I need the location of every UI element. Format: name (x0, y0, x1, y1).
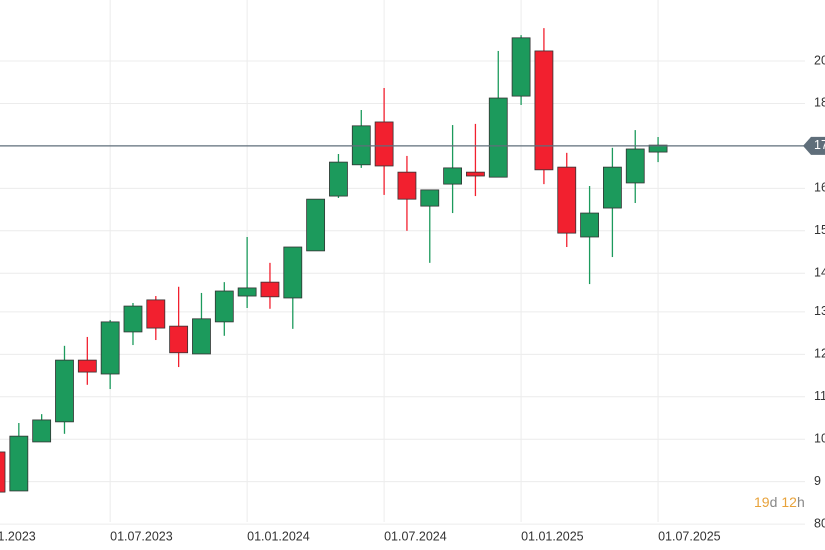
price-marker (803, 136, 825, 155)
candles (0, 28, 668, 493)
candle-body (374, 121, 394, 167)
x-tick-label: 01.01.2024 (247, 529, 310, 543)
x-tick-label: 01.07.2025 (658, 529, 721, 543)
candle-body (192, 318, 211, 355)
y-tick-label: 20 (814, 53, 825, 67)
candle-body (32, 419, 52, 443)
y-tick-label: 16 (814, 181, 825, 195)
y-tick-label: 12 (814, 347, 825, 361)
y-tick-label: 13 (814, 304, 825, 318)
countdown-hours: 12 (781, 494, 797, 510)
countdown: 19d 12h (754, 494, 805, 510)
candle-body (534, 50, 554, 171)
y-tick-label: 80 (814, 516, 825, 530)
candle-body (397, 171, 417, 200)
x-tick-label: 01.01.2025 (521, 529, 584, 543)
x-tick-label: 01.01.2023 (0, 529, 36, 543)
y-tick-label: 9 (814, 474, 821, 488)
candle-body (420, 189, 440, 207)
candle-body (123, 305, 143, 333)
candle-body (511, 37, 531, 97)
candle-body (603, 166, 622, 209)
price-label: 17 (814, 138, 825, 152)
candle-body (146, 299, 166, 329)
candle-body (169, 325, 189, 354)
candle-body (260, 281, 280, 298)
y-tick-label: 11 (814, 389, 825, 403)
x-tick-label: 01.07.2023 (110, 529, 173, 543)
candle-body (443, 167, 463, 185)
candle-body (100, 321, 120, 375)
y-tick-label: 10 (814, 432, 825, 446)
candle-body (557, 166, 577, 234)
candle-body (283, 246, 303, 299)
candle-body (214, 290, 234, 323)
candle-body (9, 435, 29, 492)
candle-body (488, 97, 508, 178)
y-tick-label: 15 (814, 223, 825, 237)
x-tick-label: 01.07.2024 (384, 529, 447, 543)
candle-body (329, 161, 348, 197)
grid (0, 0, 805, 525)
candle-body (580, 212, 599, 238)
candle-body (466, 171, 485, 177)
axis: 20 18 16 15 14 13 12 11 10 9 80 01.01.2023 01.07.202… (0, 53, 825, 543)
candle-body (77, 359, 97, 373)
y-tick-label: 14 (814, 266, 825, 280)
candle-body (625, 148, 645, 184)
countdown-days-unit: d (770, 494, 778, 510)
candle-body (0, 451, 6, 493)
y-tick-label: 18 (814, 96, 825, 110)
candle-body (237, 287, 257, 297)
candle-body (648, 144, 668, 153)
countdown-days: 19 (754, 494, 770, 510)
countdown-hours-unit: h (797, 494, 805, 510)
candle-body (306, 198, 326, 252)
candle-body (55, 359, 74, 423)
